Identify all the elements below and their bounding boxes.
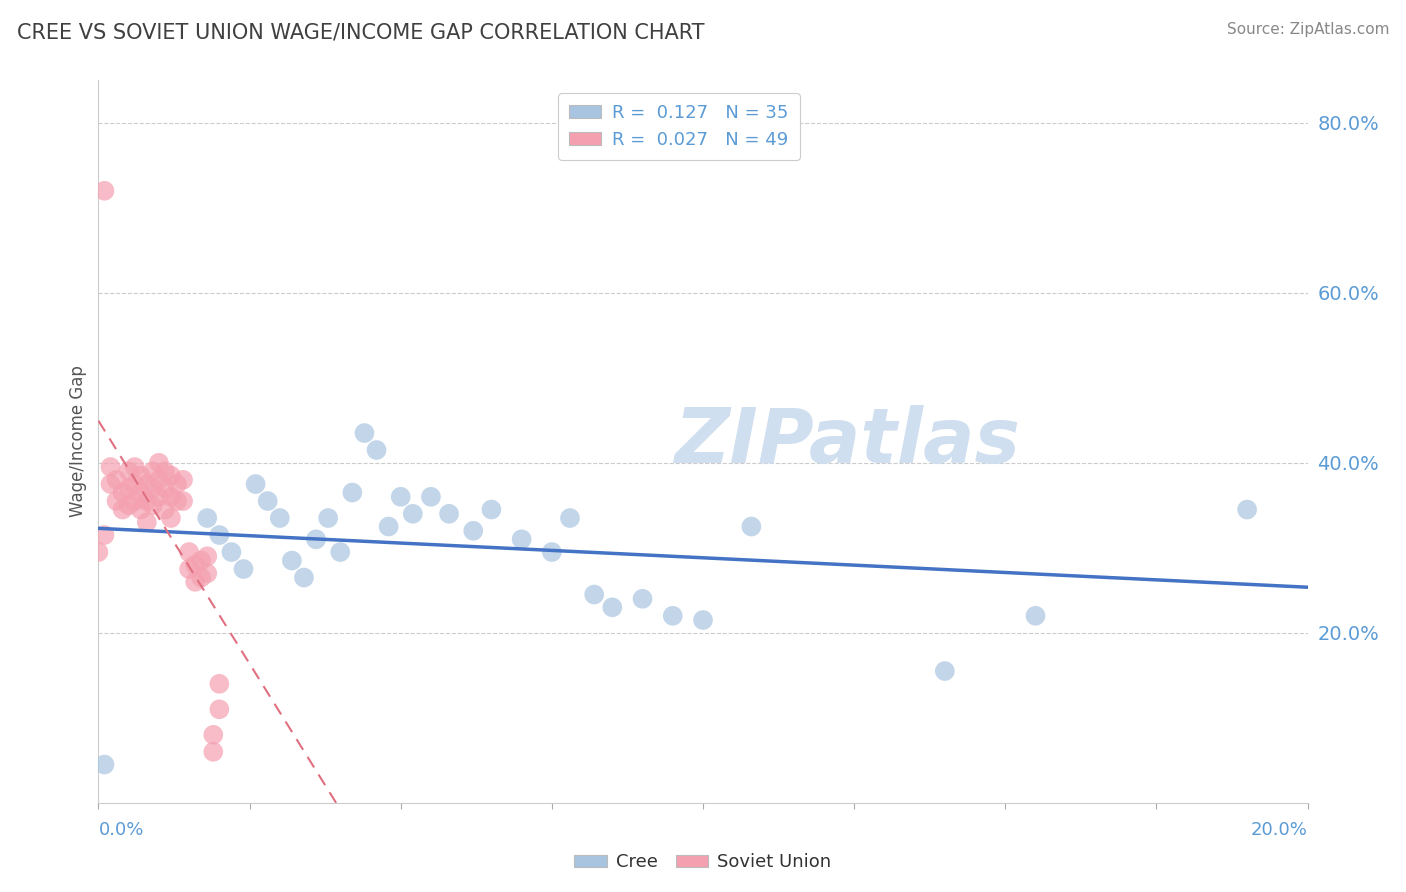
Point bbox=[402, 507, 425, 521]
Point bbox=[190, 570, 212, 584]
Point bbox=[377, 519, 399, 533]
Point bbox=[148, 473, 170, 487]
Point bbox=[179, 545, 201, 559]
Point bbox=[437, 507, 460, 521]
Point bbox=[160, 468, 183, 483]
Point bbox=[583, 588, 606, 602]
Point bbox=[100, 477, 122, 491]
Point bbox=[87, 545, 110, 559]
Point bbox=[692, 613, 714, 627]
Point bbox=[135, 516, 157, 530]
Point bbox=[142, 498, 165, 512]
Point bbox=[118, 498, 141, 512]
Point bbox=[256, 494, 278, 508]
Point bbox=[208, 528, 231, 542]
Point bbox=[124, 460, 146, 475]
Point bbox=[481, 502, 503, 516]
Point bbox=[329, 545, 352, 559]
Point bbox=[93, 757, 115, 772]
Text: 20.0%: 20.0% bbox=[1251, 822, 1308, 839]
Point bbox=[129, 502, 152, 516]
Point bbox=[1024, 608, 1046, 623]
Point bbox=[342, 485, 364, 500]
Point bbox=[195, 566, 218, 581]
Point bbox=[129, 485, 152, 500]
Point bbox=[1236, 502, 1258, 516]
Point bbox=[208, 702, 231, 716]
Point bbox=[100, 460, 122, 475]
Text: Source: ZipAtlas.com: Source: ZipAtlas.com bbox=[1226, 22, 1389, 37]
Point bbox=[111, 502, 134, 516]
Point bbox=[135, 477, 157, 491]
Point bbox=[221, 545, 243, 559]
Point bbox=[366, 443, 388, 458]
Point bbox=[129, 468, 152, 483]
Point bbox=[105, 494, 128, 508]
Point bbox=[934, 664, 956, 678]
Point bbox=[124, 494, 146, 508]
Point bbox=[202, 745, 225, 759]
Point bbox=[232, 562, 254, 576]
Legend: R =  0.127   N = 35, R =  0.027   N = 49: R = 0.127 N = 35, R = 0.027 N = 49 bbox=[558, 93, 800, 160]
Point bbox=[166, 477, 188, 491]
Point bbox=[142, 464, 165, 478]
Point bbox=[245, 477, 267, 491]
Point bbox=[631, 591, 654, 606]
Point bbox=[510, 533, 533, 547]
Point bbox=[153, 481, 176, 495]
Text: ZIPatlas: ZIPatlas bbox=[675, 405, 1021, 478]
Point bbox=[153, 502, 176, 516]
Point bbox=[195, 511, 218, 525]
Point bbox=[124, 477, 146, 491]
Point bbox=[463, 524, 485, 538]
Legend: Cree, Soviet Union: Cree, Soviet Union bbox=[567, 847, 839, 879]
Point bbox=[111, 485, 134, 500]
Point bbox=[118, 481, 141, 495]
Point bbox=[190, 553, 212, 567]
Point bbox=[172, 494, 194, 508]
Point bbox=[740, 519, 762, 533]
Point bbox=[420, 490, 443, 504]
Point bbox=[316, 511, 339, 525]
Point bbox=[305, 533, 328, 547]
Point bbox=[172, 473, 194, 487]
Point bbox=[135, 494, 157, 508]
Point bbox=[142, 481, 165, 495]
Point bbox=[389, 490, 412, 504]
Point bbox=[540, 545, 562, 559]
Text: 0.0%: 0.0% bbox=[98, 822, 143, 839]
Point bbox=[93, 184, 115, 198]
Point bbox=[202, 728, 225, 742]
Point bbox=[118, 464, 141, 478]
Point bbox=[195, 549, 218, 564]
Y-axis label: Wage/Income Gap: Wage/Income Gap bbox=[69, 366, 87, 517]
Point bbox=[208, 677, 231, 691]
Point bbox=[558, 511, 581, 525]
Point bbox=[281, 553, 304, 567]
Point bbox=[166, 494, 188, 508]
Point bbox=[184, 574, 207, 589]
Point bbox=[292, 570, 315, 584]
Point bbox=[93, 528, 115, 542]
Point bbox=[179, 562, 201, 576]
Point bbox=[602, 600, 624, 615]
Text: CREE VS SOVIET UNION WAGE/INCOME GAP CORRELATION CHART: CREE VS SOVIET UNION WAGE/INCOME GAP COR… bbox=[17, 22, 704, 42]
Point bbox=[353, 425, 375, 440]
Point bbox=[148, 456, 170, 470]
Point bbox=[661, 608, 683, 623]
Point bbox=[184, 558, 207, 572]
Point bbox=[269, 511, 291, 525]
Point bbox=[153, 464, 176, 478]
Point bbox=[105, 473, 128, 487]
Point bbox=[160, 490, 183, 504]
Point bbox=[148, 490, 170, 504]
Point bbox=[160, 511, 183, 525]
